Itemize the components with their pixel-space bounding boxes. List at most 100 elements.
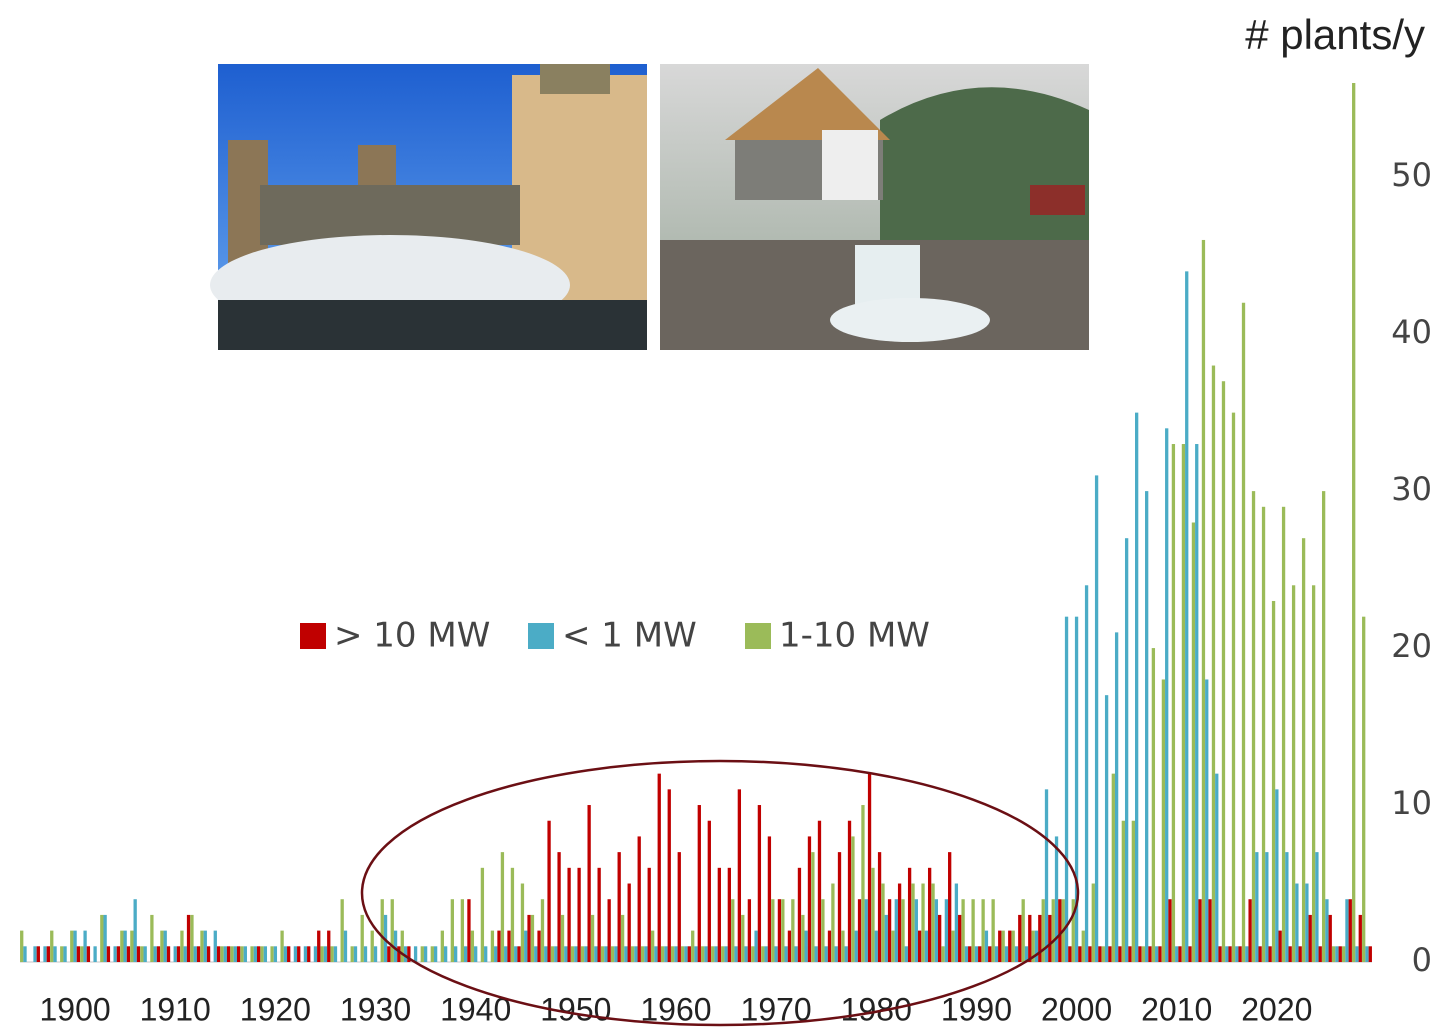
bar (1218, 946, 1222, 962)
bar (984, 930, 989, 962)
bar (667, 789, 671, 962)
bar (243, 946, 247, 962)
bar (864, 899, 868, 962)
bar (761, 946, 765, 962)
bar (827, 930, 832, 962)
bar (998, 930, 1002, 962)
bar (664, 946, 668, 962)
bar (924, 930, 928, 962)
bar (1225, 946, 1229, 962)
bar (507, 930, 511, 962)
bar (1335, 946, 1339, 962)
bar (143, 946, 147, 962)
bar (734, 946, 738, 962)
bar (847, 820, 852, 962)
bar (594, 946, 598, 962)
bar (106, 946, 111, 962)
bar (721, 946, 725, 962)
bar (70, 930, 74, 962)
bar (320, 946, 324, 962)
bar (657, 773, 661, 962)
bar (911, 883, 915, 962)
bar (514, 946, 518, 962)
bar (153, 946, 157, 962)
bar (951, 930, 955, 962)
y-tick-label: 50 (1391, 156, 1432, 194)
bar (844, 946, 848, 962)
bar (313, 946, 318, 962)
bar (988, 946, 992, 962)
bar (260, 946, 264, 962)
bar (520, 883, 525, 962)
bar (1365, 946, 1369, 962)
bar (250, 946, 254, 962)
bar (46, 946, 50, 962)
bar (93, 946, 97, 962)
bar (814, 946, 818, 962)
bar (774, 946, 778, 962)
bar (958, 914, 962, 962)
bar (1148, 946, 1152, 962)
bar (1145, 491, 1149, 962)
bar (597, 867, 601, 962)
bar (1018, 914, 1022, 962)
bar (480, 867, 485, 962)
bar (1208, 899, 1212, 962)
bar (317, 930, 321, 962)
bar (1165, 428, 1169, 963)
bar (1248, 899, 1252, 962)
bar (1191, 522, 1196, 962)
bar (691, 930, 695, 962)
bar (944, 899, 949, 962)
bar (747, 899, 752, 962)
bar (397, 946, 401, 962)
y-tick-label: 30 (1391, 470, 1432, 508)
bar (831, 883, 835, 962)
bar (1345, 899, 1349, 962)
bar (978, 946, 982, 962)
bar (741, 914, 745, 962)
bar (1261, 506, 1266, 962)
bar (166, 946, 171, 962)
x-tick-label: 2020 (1241, 991, 1312, 1027)
bar (1064, 616, 1069, 962)
bar (1185, 271, 1189, 962)
bar (701, 946, 705, 962)
bar (510, 867, 515, 962)
bar (196, 946, 201, 962)
legend-swatch (745, 623, 771, 649)
bar (1071, 899, 1075, 962)
legend-label: 1-10 MW (779, 616, 930, 656)
bar (280, 930, 284, 962)
bar (220, 946, 224, 962)
bar (156, 946, 161, 962)
bar (1155, 946, 1159, 962)
bar (420, 946, 424, 962)
bar (1358, 914, 1362, 962)
bar (644, 946, 648, 962)
bar (283, 946, 288, 962)
bar (83, 930, 87, 962)
bar (1195, 444, 1199, 963)
y-tick-label: 40 (1391, 313, 1432, 351)
bar (1114, 632, 1119, 962)
bar (1028, 914, 1032, 962)
bar (620, 914, 625, 962)
bar (1158, 946, 1162, 962)
bar (43, 946, 47, 962)
bar (1034, 930, 1039, 962)
bar (236, 946, 241, 962)
bar (1121, 820, 1125, 962)
bar (537, 930, 541, 962)
bar (1245, 946, 1249, 962)
bar (1251, 491, 1256, 962)
bar (991, 899, 995, 962)
bar (256, 946, 261, 962)
bar (80, 946, 84, 962)
bar (817, 820, 822, 962)
bar (881, 883, 885, 962)
bar (173, 946, 177, 962)
bar (233, 946, 237, 962)
photo-powerhouse (660, 64, 1089, 350)
bar (1171, 444, 1176, 963)
